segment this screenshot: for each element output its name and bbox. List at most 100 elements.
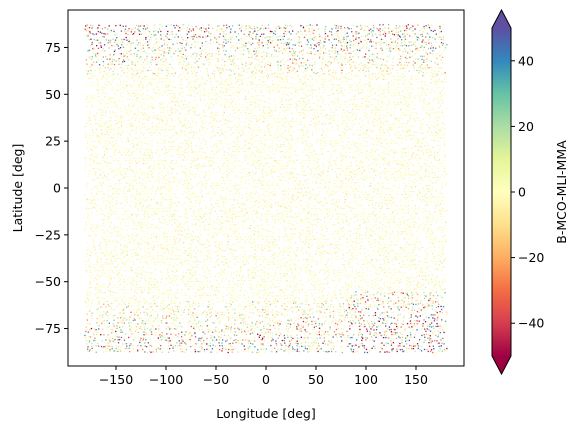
data-point — [221, 280, 223, 282]
data-point — [381, 342, 383, 344]
data-point — [154, 303, 156, 305]
data-point — [261, 235, 263, 238]
data-point — [103, 219, 105, 221]
data-point — [342, 213, 344, 216]
data-point — [134, 254, 137, 256]
data-point — [137, 303, 139, 305]
data-point — [278, 328, 280, 330]
data-point — [190, 277, 192, 279]
data-point — [214, 329, 216, 331]
data-point — [86, 313, 88, 315]
data-point — [105, 258, 107, 260]
data-point — [366, 306, 368, 308]
data-point — [309, 212, 311, 215]
data-point — [181, 326, 183, 328]
data-point — [352, 241, 354, 243]
data-point — [168, 207, 170, 209]
data-point — [280, 348, 282, 351]
data-point — [255, 263, 257, 265]
data-point — [159, 264, 161, 266]
data-point — [266, 239, 268, 241]
data-point — [367, 312, 369, 314]
data-point — [330, 260, 332, 262]
data-point — [405, 207, 407, 209]
data-point — [195, 266, 197, 268]
data-point — [433, 263, 436, 265]
data-point — [351, 275, 353, 277]
data-point — [89, 255, 92, 257]
data-point — [173, 323, 175, 325]
data-point — [397, 221, 400, 223]
data-point — [112, 340, 114, 342]
data-point — [111, 232, 113, 234]
data-point — [393, 258, 396, 260]
data-point — [414, 325, 416, 327]
data-point — [382, 218, 385, 220]
data-point — [195, 303, 197, 305]
data-point — [90, 227, 92, 230]
data-point — [221, 342, 223, 344]
data-point — [98, 334, 100, 336]
data-point — [173, 313, 175, 315]
data-point — [245, 310, 247, 312]
data-point — [114, 258, 116, 260]
data-point — [432, 351, 434, 354]
data-point — [310, 238, 312, 240]
data-point — [321, 306, 323, 308]
data-point — [157, 337, 159, 339]
data-point — [104, 312, 107, 314]
data-point — [344, 293, 347, 296]
data-point — [205, 205, 207, 207]
data-point — [383, 246, 386, 249]
data-point — [153, 328, 155, 331]
data-point — [244, 204, 246, 206]
data-point — [279, 273, 281, 275]
data-point — [141, 219, 143, 221]
data-point — [225, 261, 227, 263]
data-point — [236, 216, 238, 218]
data-point — [397, 231, 399, 233]
data-point — [231, 252, 234, 254]
data-point — [351, 301, 353, 303]
data-point — [380, 238, 382, 240]
data-point — [238, 342, 240, 344]
data-point — [273, 347, 276, 349]
data-point — [153, 289, 155, 291]
data-point — [412, 329, 414, 331]
data-point — [370, 213, 372, 215]
data-point — [194, 256, 196, 258]
data-point — [363, 263, 366, 265]
data-point — [306, 348, 308, 350]
data-point — [399, 265, 402, 268]
data-point — [214, 232, 216, 234]
data-point — [406, 266, 408, 268]
data-point — [147, 323, 149, 325]
data-point — [444, 225, 446, 227]
data-point — [153, 269, 156, 271]
data-point — [366, 263, 368, 265]
data-point — [132, 272, 134, 275]
data-point — [183, 223, 186, 225]
data-point — [124, 204, 126, 206]
data-point — [339, 303, 341, 305]
data-point — [91, 350, 94, 352]
data-point — [273, 286, 275, 288]
data-point — [367, 281, 369, 283]
data-point — [268, 275, 270, 277]
data-point — [375, 283, 377, 286]
data-point — [266, 218, 268, 221]
data-point — [366, 258, 369, 260]
data-point — [352, 232, 355, 235]
data-point — [435, 334, 437, 337]
data-point — [364, 311, 366, 313]
data-point — [261, 244, 263, 247]
data-point — [107, 285, 110, 288]
data-point — [229, 342, 231, 345]
data-point — [129, 300, 131, 302]
data-point — [363, 222, 365, 224]
data-point — [88, 330, 91, 332]
data-point — [243, 280, 245, 282]
data-point — [205, 316, 208, 318]
data-point — [327, 269, 329, 271]
data-point — [441, 350, 443, 352]
